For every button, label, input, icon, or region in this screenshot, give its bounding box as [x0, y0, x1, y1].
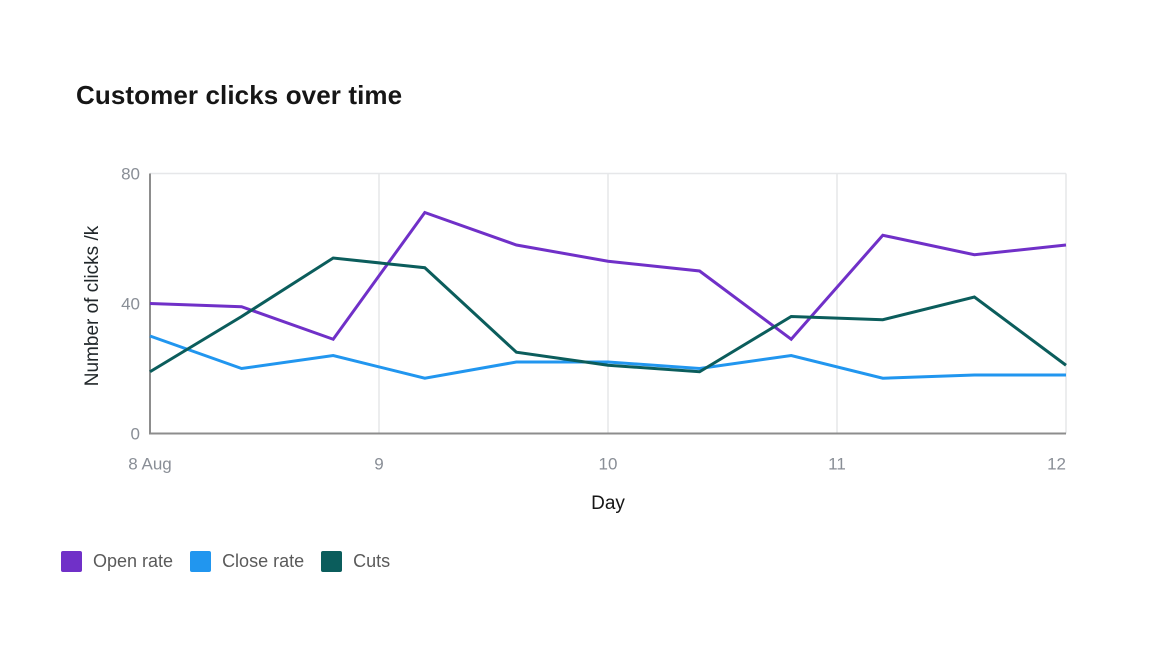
legend-label: Close rate	[222, 551, 305, 571]
y-axis-label: Number of clicks /k	[82, 225, 103, 387]
legend-item-open-rate[interactable]: Open rate	[61, 551, 173, 572]
legend-swatch	[61, 551, 82, 572]
legend-label: Cuts	[353, 551, 391, 571]
svg-text:0: 0	[131, 425, 140, 444]
legend-swatch	[190, 551, 212, 572]
legend-swatch	[321, 551, 343, 572]
x-axis-label: Day	[591, 493, 625, 514]
svg-text:8 Aug: 8 Aug	[128, 455, 172, 474]
legend-label: Open rate	[93, 551, 174, 571]
svg-text:11: 11	[828, 455, 846, 474]
svg-text:9: 9	[374, 455, 383, 474]
chart-title: Customer clicks over time	[76, 80, 403, 110]
svg-text:80: 80	[121, 165, 140, 184]
legend-item-cuts[interactable]: Cuts	[321, 551, 390, 572]
svg-text:12: 12	[1047, 455, 1066, 474]
legend: Open rate Close rate Cuts	[61, 551, 390, 572]
legend-item-close-rate[interactable]: Close rate	[190, 551, 304, 572]
svg-text:10: 10	[599, 455, 618, 474]
svg-text:40: 40	[121, 295, 140, 314]
